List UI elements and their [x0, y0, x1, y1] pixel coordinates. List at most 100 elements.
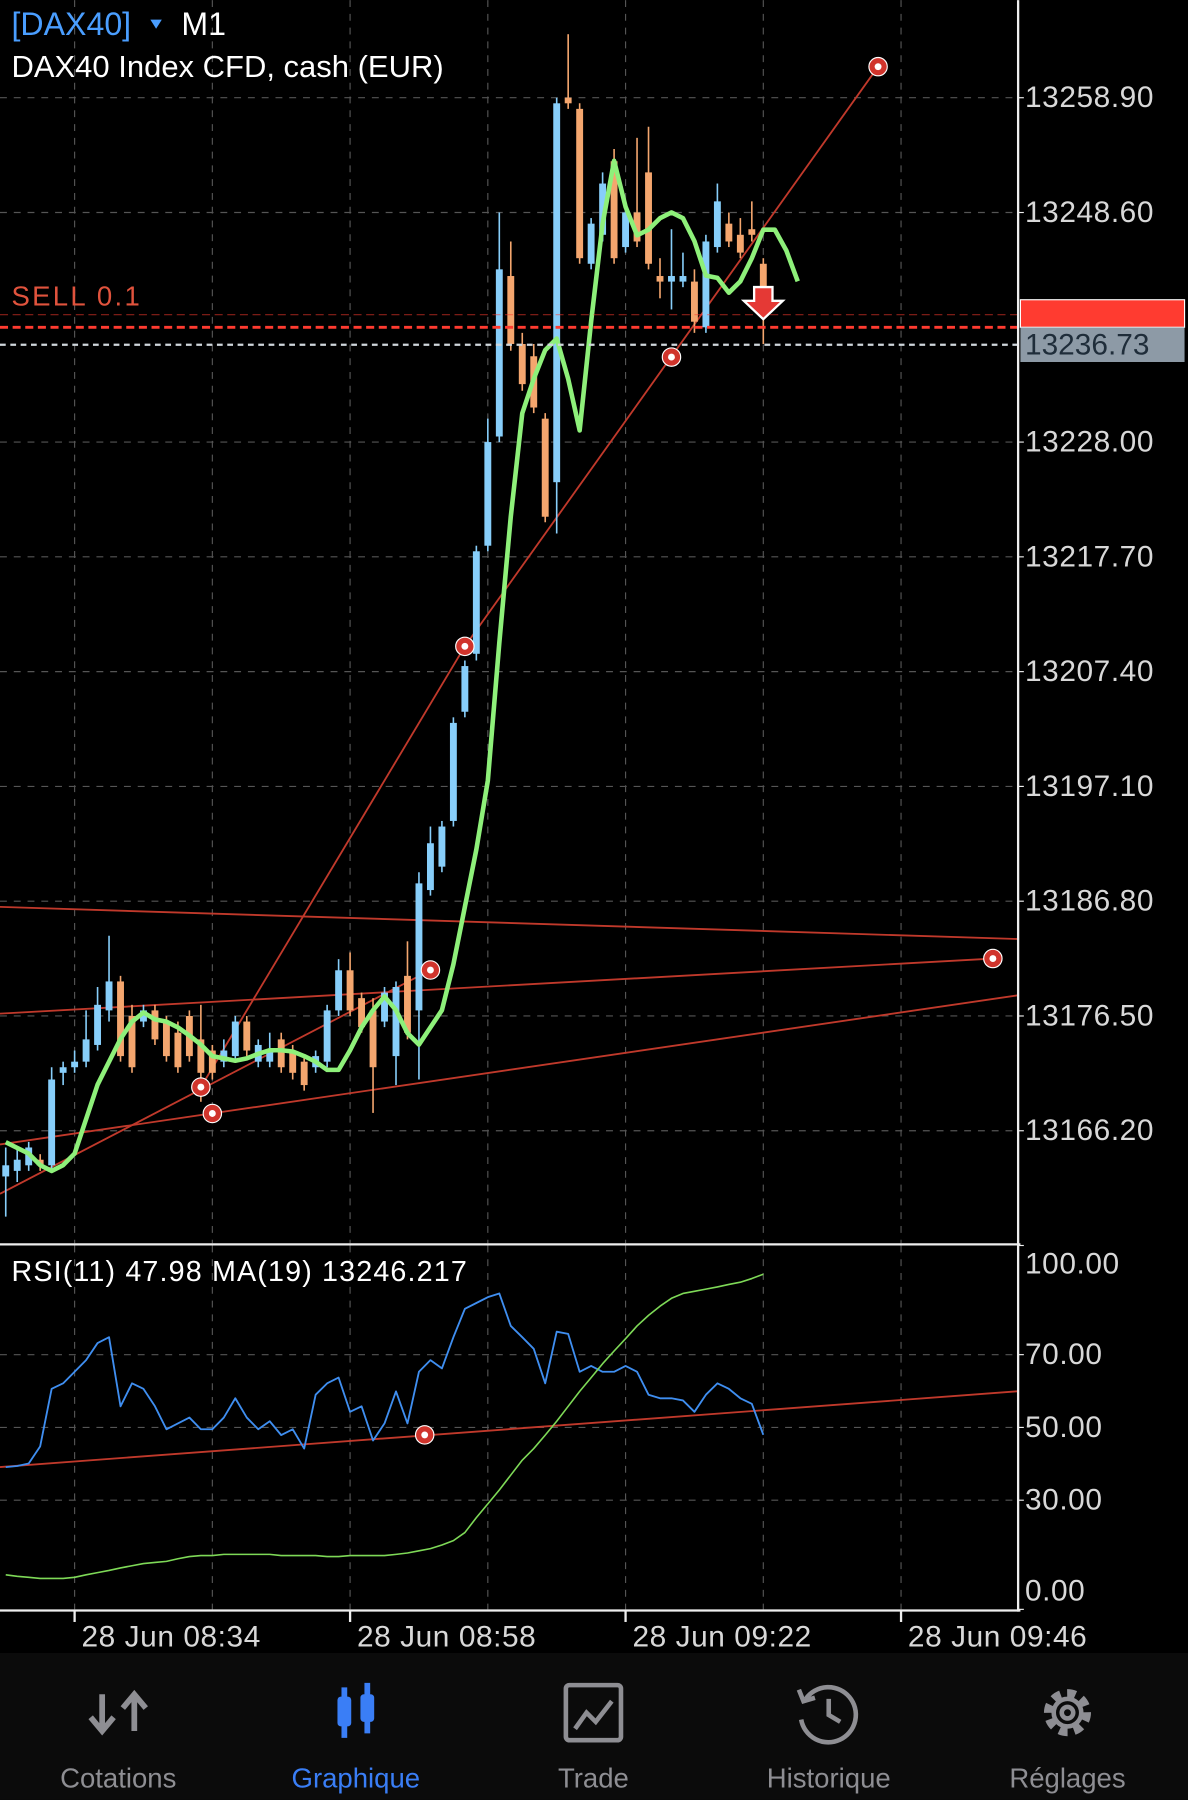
candle-body	[117, 981, 124, 1057]
candle-body	[690, 281, 698, 322]
candle-body	[656, 276, 664, 282]
candle-body	[564, 97, 572, 104]
candle-body	[438, 826, 446, 867]
candle-body	[140, 1010, 147, 1022]
x-tick-label: 28 Jun 08:34	[81, 1620, 260, 1653]
tab-label[interactable]: Réglages	[1009, 1763, 1125, 1794]
candle-body	[518, 344, 526, 385]
candle-body	[59, 1067, 67, 1073]
order-price-box	[1019, 299, 1186, 328]
candle-body	[713, 201, 721, 248]
y-tick-label: 13207.40	[1025, 655, 1154, 688]
y-tick-label: 30.00	[1025, 1484, 1103, 1517]
y-tick-label: 13217.70	[1025, 540, 1154, 573]
candle-body	[197, 1039, 205, 1073]
candle-body	[748, 229, 756, 235]
candle-body	[151, 1010, 159, 1040]
candle-body	[128, 1015, 136, 1068]
trend-line	[0, 957, 993, 1015]
candle-body	[71, 1061, 79, 1068]
candle-body	[645, 172, 652, 264]
indicator-line	[5, 1292, 765, 1469]
sell-arrow	[740, 285, 786, 321]
timeframe[interactable]: M1	[181, 6, 226, 42]
y-tick-label: 100.00	[1025, 1247, 1120, 1280]
candle-body	[300, 1061, 308, 1086]
y-tick-label: 13197.10	[1025, 770, 1154, 803]
x-tick-label: 28 Jun 09:22	[632, 1620, 811, 1653]
anchor	[983, 948, 1003, 969]
candle-body	[358, 998, 366, 1028]
candle-body	[622, 212, 630, 248]
candle-body	[369, 1010, 377, 1068]
indicator-line	[5, 1273, 764, 1580]
candle-body	[392, 987, 400, 1057]
candle-body	[231, 1021, 239, 1057]
candle-body	[277, 1039, 285, 1068]
candle-body	[507, 276, 515, 345]
candle-body	[736, 234, 744, 253]
candle-body	[541, 418, 549, 517]
y-tick-label: 13166.20	[1025, 1114, 1154, 1147]
order-label: SELL 0.1	[11, 281, 142, 312]
anchor	[661, 347, 682, 367]
candle-body	[576, 108, 584, 259]
candle-body	[461, 666, 469, 712]
tab-label[interactable]: Trade	[558, 1763, 629, 1794]
tab-label[interactable]: Historique	[767, 1763, 891, 1794]
candle-body	[415, 883, 423, 1011]
candle-body	[13, 1159, 21, 1171]
candle-body	[266, 1050, 274, 1062]
tab-label[interactable]: Cotations	[60, 1763, 176, 1794]
y-tick-label: 13248.60	[1025, 196, 1154, 229]
trend-line	[0, 905, 1019, 940]
tab-icon	[796, 1684, 859, 1745]
x-tick-label: 28 Jun 08:58	[357, 1620, 536, 1653]
candle-body	[2, 1165, 10, 1177]
symbol[interactable]: [DAX40]	[11, 6, 131, 42]
indicator-title: RSI(11) 47.98 MA(19) 13246.217	[11, 1256, 468, 1288]
trend-line	[0, 994, 1019, 1146]
candle-body	[243, 1021, 251, 1051]
candle-body	[335, 970, 343, 1011]
candle-body	[484, 442, 492, 546]
anchor	[202, 1103, 223, 1124]
tab-icons	[88, 1682, 1092, 1745]
candle-body	[472, 551, 480, 654]
y-tick-label: 13176.50	[1025, 999, 1154, 1032]
trend-anchors	[191, 56, 1003, 1445]
anchor	[414, 1425, 435, 1445]
bid-price-label: 13236.73	[1025, 328, 1149, 361]
candle-body	[599, 183, 607, 235]
tab-label[interactable]: Graphique	[292, 1763, 421, 1794]
y-tick-label: 70.00	[1025, 1338, 1103, 1371]
candle-body	[381, 992, 388, 1022]
tab-icon	[88, 1689, 148, 1736]
tab-icon	[563, 1682, 624, 1743]
candle-body	[289, 1050, 297, 1073]
anchor	[191, 1077, 211, 1097]
trend-line	[200, 645, 466, 1088]
y-tick-label: 50.00	[1025, 1411, 1103, 1444]
candle-body	[495, 269, 503, 437]
moving-average	[4, 158, 800, 1174]
tab-bar	[0, 1652, 1188, 1800]
tab-icon	[1043, 1689, 1092, 1737]
candle-body	[449, 722, 457, 821]
candle-body	[48, 1079, 56, 1166]
candle-body	[702, 241, 710, 328]
candle-body	[668, 276, 675, 282]
candle-body	[208, 1050, 216, 1073]
description: DAX40 Index CFD, cash (EUR)	[11, 49, 443, 84]
candle-body	[633, 212, 641, 242]
candle-body	[82, 1039, 90, 1062]
plot: 13258.90 13248.60 13228.00 13217.70 13207.40…	[0, 34, 1186, 1653]
anchor	[420, 960, 441, 980]
candle-body	[725, 223, 733, 242]
candle-body	[679, 276, 687, 282]
y-tick-label: 13186.80	[1025, 885, 1154, 918]
candle-body	[94, 1004, 102, 1045]
